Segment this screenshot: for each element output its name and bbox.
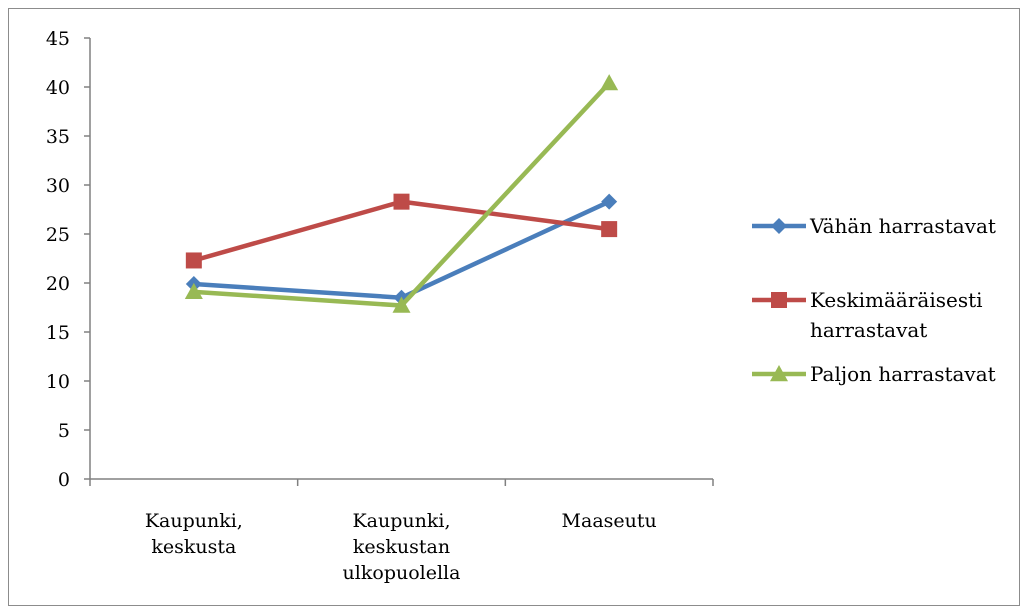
legend-label-line: Keskimääräisesti bbox=[810, 288, 983, 312]
series-2-point bbox=[185, 252, 202, 269]
x-category-label-line: Maaseutu bbox=[562, 510, 657, 532]
x-category-label-line: keskustan bbox=[353, 536, 450, 558]
x-category-label-line: Kaupunki, bbox=[352, 510, 450, 532]
y-tick-label: 40 bbox=[46, 77, 70, 99]
y-tick-label: 35 bbox=[46, 126, 70, 148]
y-tick-label: 15 bbox=[46, 322, 70, 344]
legend-label-line: harrastavat bbox=[810, 318, 927, 342]
chart-series bbox=[184, 74, 619, 313]
legend-label: Paljon harrastavat bbox=[810, 362, 996, 386]
legend-label: Vähän harrastavat bbox=[809, 214, 996, 238]
series-3-point bbox=[392, 296, 411, 313]
x-category-label: Maaseutu bbox=[562, 510, 657, 532]
legend-swatch-marker bbox=[770, 365, 788, 382]
x-category-label: Kaupunki, keskustan ulkopuolella bbox=[343, 510, 461, 584]
x-category-label-line: Kaupunki, bbox=[145, 510, 243, 532]
legend-label-line: Paljon harrastavat bbox=[810, 362, 996, 386]
chart-legend: Vähän harrastavat Keskimääräisesti harrast… bbox=[752, 214, 996, 386]
series-2-point bbox=[393, 193, 410, 210]
legend-swatch-marker bbox=[771, 292, 787, 308]
chart-frame bbox=[8, 8, 1020, 606]
x-category-label: Kaupunki, keskusta bbox=[145, 510, 243, 558]
legend-entry-2: Keskimääräisesti harrastavat bbox=[752, 288, 983, 342]
y-tick-label: 30 bbox=[46, 175, 70, 197]
series-2 bbox=[185, 193, 618, 269]
series-1 bbox=[185, 193, 618, 306]
y-tick-label: 5 bbox=[58, 420, 70, 442]
x-category-label-line: keskusta bbox=[151, 536, 236, 558]
y-tick-label: 20 bbox=[46, 273, 70, 295]
series-1-line bbox=[193, 199, 611, 300]
x-category-label-line: ulkopuolella bbox=[343, 562, 461, 584]
series-3-point bbox=[184, 282, 203, 300]
series-2-point bbox=[601, 221, 618, 238]
series-1-point bbox=[601, 193, 618, 210]
y-tick-label: 0 bbox=[58, 469, 70, 491]
legend-entry-3: Paljon harrastavat bbox=[752, 362, 996, 386]
y-tick-label: 45 bbox=[46, 28, 70, 50]
legend-label: Keskimääräisesti harrastavat bbox=[810, 288, 983, 342]
legend-label-line: Vähän harrastavat bbox=[809, 214, 996, 238]
y-tick-label: 25 bbox=[46, 224, 70, 246]
legend-swatch-marker bbox=[771, 218, 787, 234]
y-tick-label: 10 bbox=[46, 371, 70, 393]
series-3 bbox=[184, 74, 619, 313]
series-3-point bbox=[600, 74, 619, 91]
legend-entry-1: Vähän harrastavat bbox=[752, 214, 996, 238]
